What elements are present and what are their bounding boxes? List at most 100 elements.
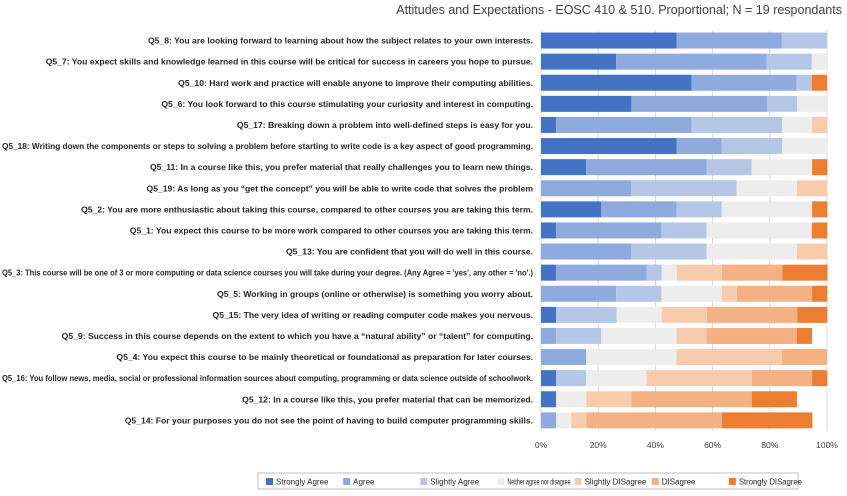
x-tick-label: 100% <box>816 440 838 450</box>
legend-swatch <box>420 478 428 485</box>
legend-label: DISagree <box>662 478 696 487</box>
bar-segment <box>556 264 647 281</box>
legend-swatch <box>343 478 351 485</box>
legend-label: Neither agree nor disagree <box>507 478 571 487</box>
category-label: Q5_7: You expect skills and knowledge le… <box>46 57 533 67</box>
bar-segment <box>586 349 677 366</box>
bar-segment <box>721 285 737 302</box>
bar-segment <box>721 138 783 155</box>
bar-segment <box>541 243 632 260</box>
bar-segment <box>676 201 722 218</box>
category-label: Q5_16: You follow news, media, social or… <box>2 373 533 383</box>
bar-segment <box>541 74 692 91</box>
bar-segment <box>601 201 677 218</box>
category-label: Q5_13: You are confident that you will d… <box>286 247 533 257</box>
x-tick-label: 0% <box>535 440 548 450</box>
bar-segment <box>541 32 677 49</box>
bar-segment <box>616 285 662 302</box>
bar-segment <box>722 264 783 281</box>
bar-segment <box>616 306 662 323</box>
bar-segment <box>781 32 827 49</box>
bar-segment <box>811 53 827 70</box>
bar-segment <box>796 243 827 260</box>
legend-swatch <box>266 478 273 485</box>
category-labels: Q5_8: You are looking forward to learnin… <box>2 36 533 426</box>
bar-segment <box>541 159 587 176</box>
bar-segment <box>797 306 828 323</box>
bar-segment <box>796 180 827 197</box>
bar-segment <box>541 95 632 112</box>
bar-segment <box>556 116 692 133</box>
bar-segment <box>541 327 557 344</box>
category-label: Q5_6: You look forward to this course st… <box>161 99 533 109</box>
legend-swatch <box>574 478 582 485</box>
bar-segment <box>661 264 677 281</box>
bar-segment <box>541 180 632 197</box>
bar-segment <box>796 95 827 112</box>
category-label: Q5_14: For your purposes you do not see … <box>125 415 533 425</box>
bar-segment <box>556 391 587 408</box>
bar-segment <box>556 412 572 429</box>
bar-segment <box>796 74 812 91</box>
bar-segment <box>706 327 797 344</box>
bar-segment <box>661 285 722 302</box>
bar-segment <box>541 370 557 387</box>
x-tick-label: 40% <box>647 440 664 450</box>
category-label: Q5_5: Working in groups (online or other… <box>217 289 533 299</box>
legend-label: Slightly DISagree <box>585 478 647 487</box>
bar-segment <box>706 306 798 323</box>
bar-segment <box>541 412 557 429</box>
category-label: Q5_2: You are more enthusiastic about ta… <box>81 204 533 214</box>
bar-segment <box>631 243 707 260</box>
bar-segment <box>541 53 617 70</box>
legend: Strongly Agree Agree Slightly Agree Neither… <box>257 472 803 490</box>
bar-segment <box>616 53 767 70</box>
legend-label: Strongly Agree <box>276 478 329 487</box>
bar-segment <box>811 74 827 91</box>
bar-segment <box>541 116 557 133</box>
bar-segment <box>556 222 662 239</box>
bar-segment <box>676 327 707 344</box>
category-label: Q5_8: You are looking forward to learnin… <box>148 36 533 46</box>
category-label: Q5_18: Writing down the components or st… <box>2 141 533 151</box>
bar-segment <box>646 264 662 281</box>
bar-segment <box>782 116 813 133</box>
bar-segment <box>812 370 828 387</box>
legend-swatch <box>728 478 736 485</box>
bar-segment <box>706 159 752 176</box>
chart-title: Attitudes and Expectations - EOSC 410 & … <box>396 3 842 17</box>
bar-segment <box>781 349 827 366</box>
legend-swatch <box>651 478 659 485</box>
bar-segment <box>736 180 797 197</box>
bar-segment <box>541 349 587 366</box>
bar-segment <box>751 391 797 408</box>
bar-segment <box>601 327 677 344</box>
bar-segment <box>541 201 602 218</box>
legend-label: Slightly Agree <box>430 478 479 487</box>
bar-segment <box>736 285 813 302</box>
category-label: Q5_4: You expect this course to be mainl… <box>116 352 533 362</box>
bar-segment <box>586 412 723 429</box>
bar-segment <box>691 74 797 91</box>
bar-segment <box>706 222 812 239</box>
bar-segment <box>586 391 632 408</box>
legend-swatch <box>497 478 505 485</box>
bar-segment <box>676 138 722 155</box>
bar-segment <box>556 327 602 344</box>
bar-segment <box>586 370 647 387</box>
bar-segment <box>661 222 707 239</box>
bar-segment <box>721 201 813 218</box>
x-tick-label: 80% <box>761 440 778 450</box>
category-label: Q5_10: Hard work and practice will enabl… <box>178 78 533 88</box>
bar-segment <box>811 222 827 239</box>
bar-segment <box>631 391 752 408</box>
bar-segment <box>541 391 557 408</box>
bar-segment <box>706 243 797 260</box>
legend-label: Strongly DISagree <box>739 478 803 487</box>
bar-segment <box>631 180 737 197</box>
legend-label: Agree <box>353 478 375 487</box>
bar-segment <box>631 95 767 112</box>
x-axis-ticks: 0% 20% 40% 60% 80% 100% <box>535 440 838 450</box>
category-label: Q5_15: The very idea of writing or readi… <box>213 310 533 320</box>
bar-segment <box>661 306 707 323</box>
